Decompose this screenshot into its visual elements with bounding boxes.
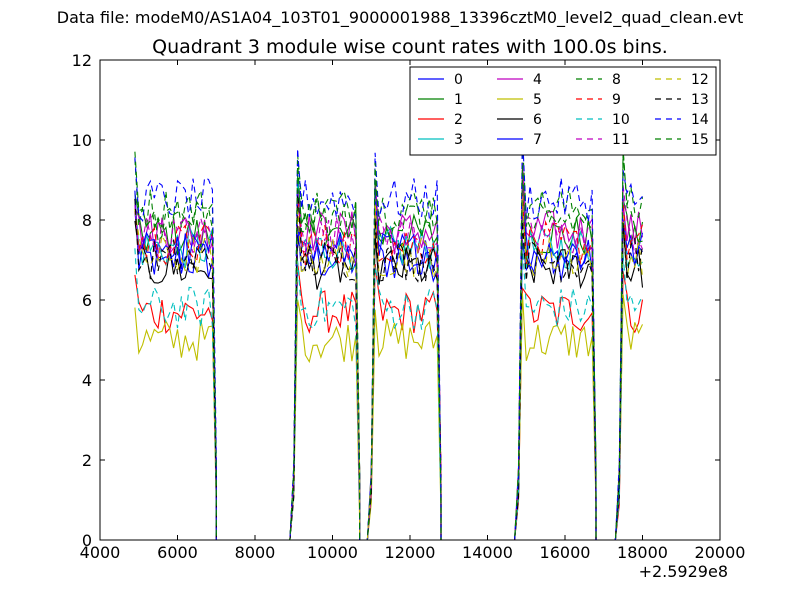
- x-tick-label: 16000: [540, 543, 591, 562]
- series-line-2: [134, 262, 644, 541]
- legend-label-6: 6: [533, 112, 542, 128]
- x-tick-label: 10000: [307, 543, 358, 562]
- series-line-4: [134, 162, 644, 541]
- series-line-13: [134, 189, 644, 541]
- series-line-5: [134, 293, 643, 541]
- y-tick-label: 12: [72, 51, 92, 70]
- legend-label-13: 13: [691, 92, 709, 108]
- legend-label-8: 8: [612, 72, 621, 88]
- x-tick-label: 8000: [235, 543, 276, 562]
- series-line-1: [134, 174, 644, 541]
- series-layer: [134, 132, 644, 541]
- legend-label-14: 14: [691, 112, 709, 128]
- legend-label-2: 2: [454, 112, 463, 128]
- figure-suptitle: Data file: modeM0/AS1A04_103T01_90000019…: [56, 8, 744, 27]
- series-line-7: [134, 190, 644, 541]
- y-tick-label: 10: [72, 131, 92, 150]
- legend-label-5: 5: [533, 92, 542, 108]
- series-line-15: [134, 150, 643, 541]
- y-tick-label: 6: [82, 291, 92, 310]
- legend-label-1: 1: [454, 92, 463, 108]
- legend-label-15: 15: [691, 132, 709, 148]
- legend-label-3: 3: [454, 132, 463, 148]
- y-tick-label: 0: [82, 531, 92, 550]
- y-tick-label: 4: [82, 371, 92, 390]
- x-tick-label: 12000: [385, 543, 436, 562]
- x-tick-label: 20000: [695, 543, 746, 562]
- series-line-14: [134, 132, 643, 541]
- ticks-layer: 4000 6000 8000 10000 12000 14000 16000 18000 200…: [72, 51, 746, 562]
- legend-label-7: 7: [533, 132, 542, 148]
- legend-label-11: 11: [612, 132, 630, 148]
- x-tick-label: 18000: [617, 543, 668, 562]
- series-line-3: [134, 177, 643, 541]
- y-tick-label: 8: [82, 211, 92, 230]
- chart-title: Quadrant 3 module wise count rates with …: [152, 36, 668, 58]
- legend-label-12: 12: [691, 72, 709, 88]
- x-axis-offset-label: +2.5929e8: [638, 562, 728, 581]
- series-line-10: [134, 242, 643, 541]
- y-tick-label: 2: [82, 451, 92, 470]
- series-line-8: [134, 140, 644, 541]
- legend-label-4: 4: [533, 72, 542, 88]
- x-tick-label: 14000: [462, 543, 513, 562]
- legend-label-10: 10: [612, 112, 630, 128]
- x-tick-label: 6000: [157, 543, 198, 562]
- legend-label-9: 9: [612, 92, 621, 108]
- legend-box: [409, 66, 717, 156]
- legend-label-0: 0: [454, 72, 463, 88]
- series-line-12: [134, 196, 644, 541]
- series-line-6: [134, 196, 644, 541]
- x-tick-label: 4000: [80, 543, 121, 562]
